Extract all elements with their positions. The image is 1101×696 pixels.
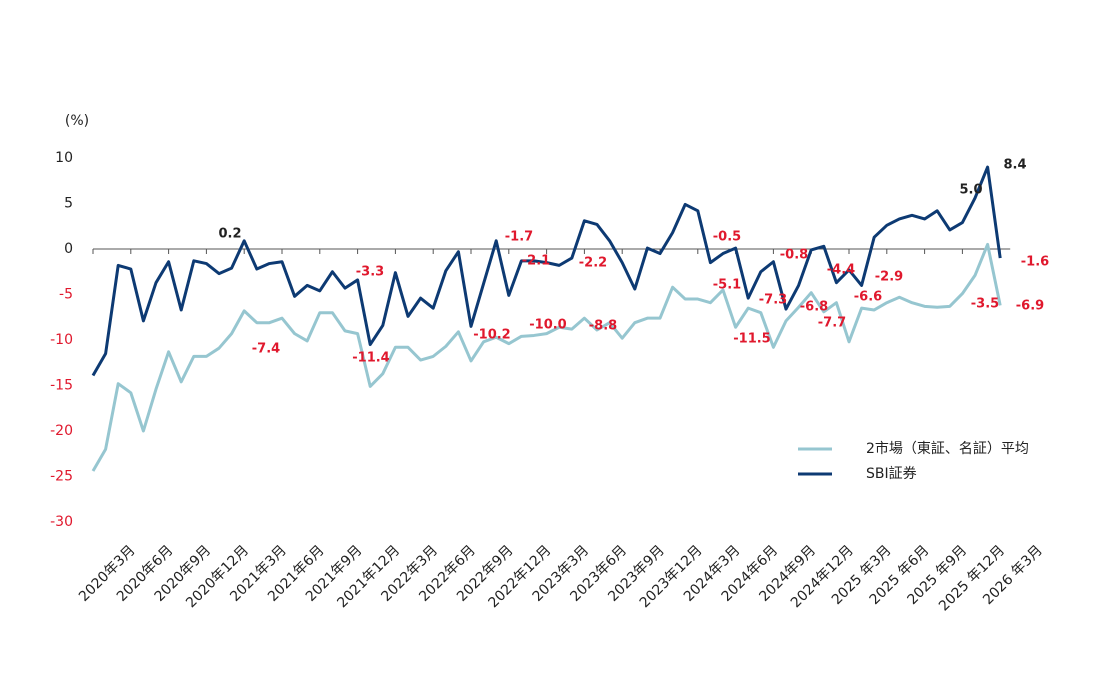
legend-label: SBI証券 [866, 466, 917, 482]
y-tick-label: -20 [50, 423, 73, 439]
annotation: -10.0 [529, 318, 566, 333]
series-line [91, 242, 1002, 472]
series-line [91, 165, 1002, 377]
y-tick-label: -30 [50, 514, 73, 530]
y-tick-label: -10 [50, 332, 73, 348]
annotation: -7.3 [759, 293, 787, 308]
annotation: 5.0 [959, 183, 982, 198]
annotation: -6.6 [854, 290, 882, 305]
annotation: -6.9 [1016, 299, 1044, 314]
legend-label: 2市場（東証、名証）平均 [866, 440, 1029, 457]
annotation: -10.2 [473, 328, 510, 343]
annotation: -7.4 [252, 342, 280, 357]
annotation: -3.3 [356, 265, 384, 280]
annotation: -2.9 [875, 270, 903, 285]
y-tick-label: -15 [50, 378, 73, 394]
annotation: -2.1 [522, 254, 550, 269]
y-tick-label: -25 [50, 469, 73, 485]
annotation: -0.8 [780, 248, 808, 263]
annotation: -8.8 [589, 319, 617, 334]
y-axis-label: (%) [65, 113, 89, 129]
annotation: -6.8 [800, 300, 828, 315]
annotation: -7.7 [818, 316, 846, 331]
annotation: -1.7 [505, 230, 533, 245]
annotation: -0.5 [713, 230, 741, 245]
annotation: -11.4 [352, 351, 389, 366]
y-tick-label: 5 [64, 196, 73, 212]
annotation: 8.4 [1003, 158, 1026, 173]
annotation: -5.1 [713, 278, 741, 293]
annotation: -4.4 [827, 263, 855, 278]
annotation: -3.5 [971, 297, 999, 312]
annotation: 0.2 [218, 227, 241, 242]
y-tick-label: 0 [64, 241, 73, 257]
annotation: -2.2 [579, 256, 607, 271]
annotation: -1.6 [1021, 255, 1049, 270]
y-tick-label: -5 [59, 287, 73, 303]
y-tick-label: 10 [55, 150, 73, 166]
annotation: -11.5 [733, 332, 770, 347]
